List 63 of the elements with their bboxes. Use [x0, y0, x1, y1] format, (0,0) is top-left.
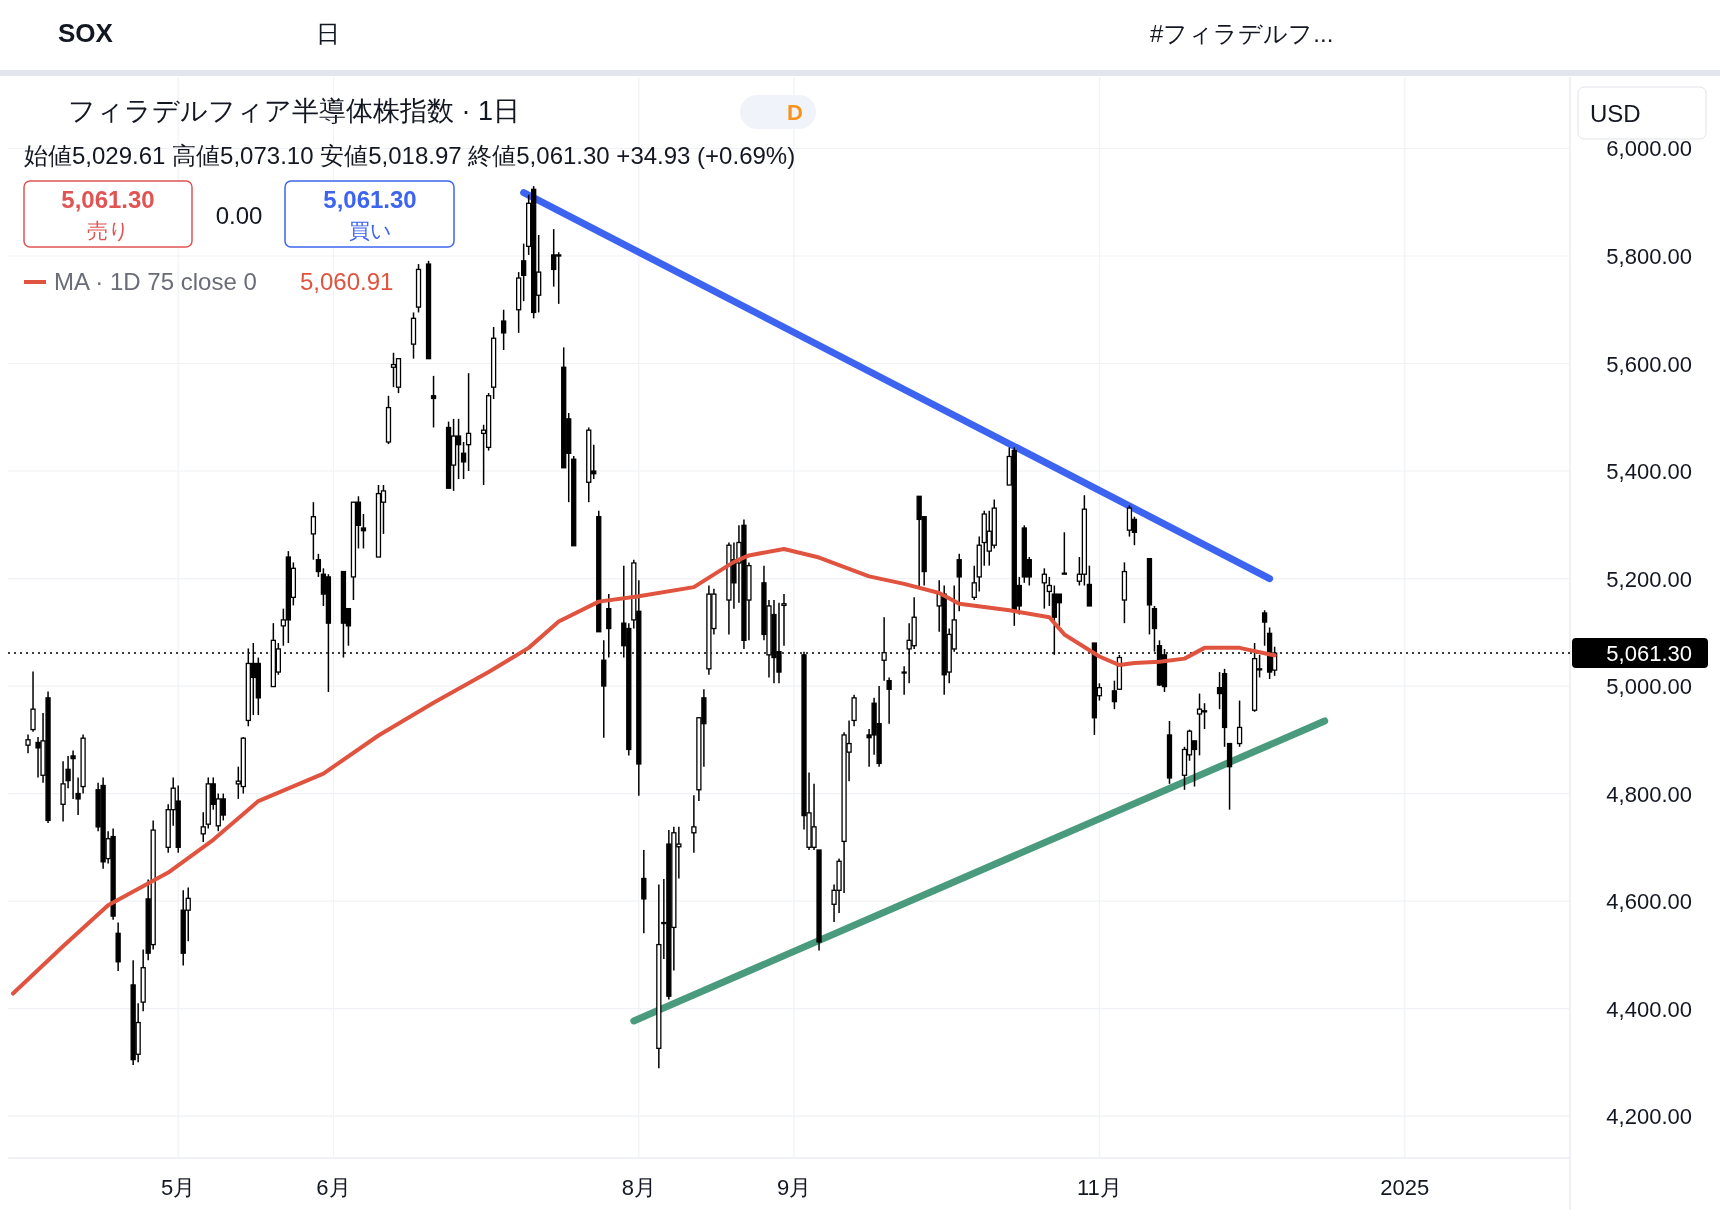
candlestick	[455, 418, 462, 480]
x-tick-label: 9月	[776, 1175, 812, 1200]
y-tick-label: 5,800.00	[1606, 244, 1692, 269]
text: 日	[316, 20, 340, 47]
candlestick	[430, 375, 437, 429]
candlestick	[35, 736, 41, 779]
annotation: 始値5,029.61 高値5,073.10 安値5,018.97 終値5,061.30 +34.93 (+0.69%)	[24, 142, 796, 169]
candlestick	[1201, 702, 1208, 730]
candlestick	[606, 593, 612, 659]
ref-label: 5,061.30	[1572, 638, 1708, 669]
x-tick-label: 8月	[621, 1175, 656, 1200]
candlestick	[521, 242, 527, 302]
candlestick	[1226, 742, 1233, 811]
candlestick	[1046, 576, 1052, 607]
x-tick-label: 5月	[161, 1175, 196, 1200]
candlestick	[691, 794, 697, 854]
annotation: 5,061.30	[61, 186, 155, 213]
y-tick-label: 4,400.00	[1606, 996, 1692, 1022]
candlestick	[1261, 609, 1268, 647]
candlestick	[200, 811, 206, 843]
candlestick	[465, 372, 472, 472]
candlestick	[30, 670, 36, 733]
candlestick	[220, 792, 226, 822]
y-tick-label: 4,200.00	[1606, 1104, 1692, 1130]
candlestick	[360, 513, 367, 550]
candlestick	[641, 849, 647, 935]
annotation: 売り	[86, 219, 130, 242]
annotation: 5,060.91	[300, 268, 394, 295]
x-tick-label: 11月	[1076, 1175, 1122, 1200]
candlestick	[1061, 531, 1068, 575]
y-tick-label: 4,800.00	[1606, 781, 1692, 807]
candlestick	[460, 441, 467, 480]
candlestick	[1236, 699, 1243, 748]
candlestick	[551, 228, 557, 288]
candlestick	[1056, 593, 1062, 627]
y-tick-label: 4,600.00	[1606, 889, 1692, 915]
candlestick	[1126, 504, 1133, 538]
candlestick	[500, 309, 507, 351]
candlestick	[315, 553, 322, 578]
y-tick-label: 5,400.00	[1606, 459, 1692, 485]
y-tick-label: 5,000.00	[1606, 674, 1692, 700]
y-tick-label: 5,200.00	[1606, 566, 1692, 592]
y-tick-label: 6,000.00	[1606, 136, 1692, 162]
annotation: 0.00	[215, 202, 263, 229]
legend: MA · 1D 75 close 0	[24, 268, 257, 295]
x-tick-label: 6月	[316, 1175, 351, 1200]
text: SOX	[58, 18, 114, 48]
candlestick	[25, 733, 31, 754]
candlestick	[310, 501, 317, 561]
text: #フィラデルフ...	[1150, 20, 1334, 47]
x-tick-label: 2025	[1380, 1175, 1430, 1200]
y-tick-label: 5,600.00	[1606, 351, 1692, 377]
ref-line-label: 5,061.30	[1606, 641, 1692, 667]
annotation: 買い	[348, 219, 392, 242]
candlestick	[956, 553, 962, 613]
text: フィラデルフィア半導体株指数 · 1日	[68, 96, 521, 126]
annotation: D	[787, 100, 803, 125]
candlestick	[390, 352, 397, 388]
candlestick	[1086, 564, 1093, 607]
annotation: 5,061.30	[323, 186, 417, 213]
text: USD	[1590, 100, 1641, 127]
candlestick	[1111, 679, 1118, 710]
candlestick	[1196, 692, 1203, 757]
